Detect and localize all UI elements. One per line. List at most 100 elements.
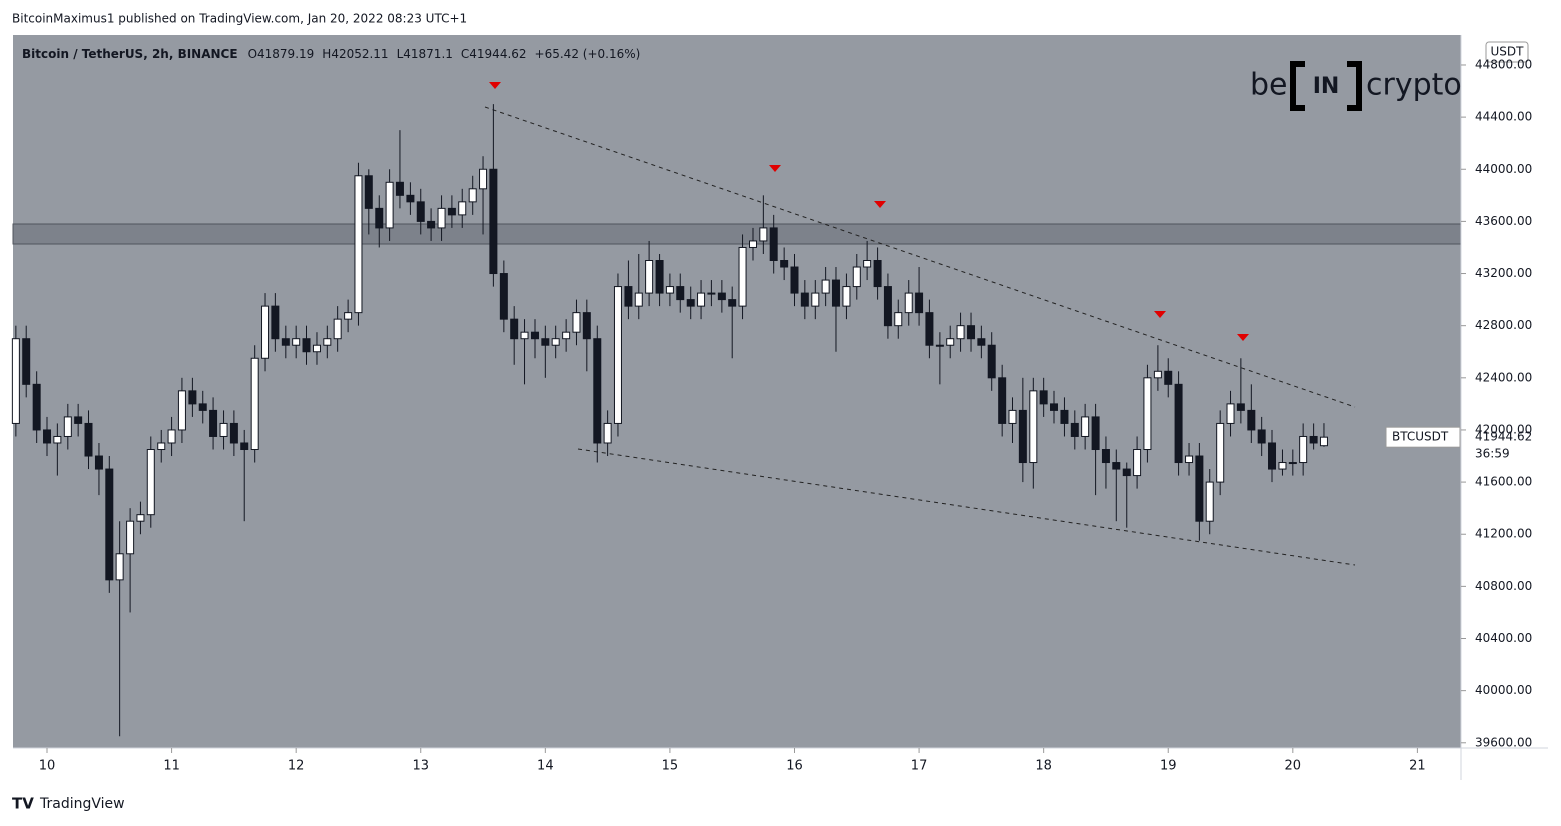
plot-area (13, 35, 1461, 748)
candle-body (198, 403, 207, 411)
x-tick-label: 10 (39, 759, 56, 774)
candle-body (11, 338, 20, 424)
candle-body (250, 357, 259, 451)
candle-body (188, 390, 197, 405)
resistance-zone (12, 223, 1462, 245)
currency-box (1485, 41, 1529, 63)
trendline (577, 448, 1356, 566)
legend-title: Bitcoin / TetherUS, 2h, BINANCE (22, 47, 238, 61)
x-tick-label: 20 (1285, 759, 1302, 774)
candle-body (572, 312, 581, 333)
candle-body (219, 422, 228, 437)
candle-body (624, 286, 633, 307)
x-tick-label: 21 (1409, 759, 1426, 774)
candle-body (935, 344, 944, 347)
candle-body (780, 260, 789, 268)
candle-body (271, 305, 280, 340)
y-tick-label: 41200.00 (1475, 527, 1532, 541)
candle-body (593, 338, 602, 444)
ohlc-value: 41871.1 (403, 47, 453, 61)
logo: be IN crypto (1250, 58, 1462, 114)
candle-body (551, 338, 560, 346)
y-tick-label: 42000.00 (1475, 422, 1532, 436)
candle-body (1039, 390, 1048, 405)
candle-body (1185, 455, 1194, 464)
legend: Bitcoin / TetherUS, 2h, BINANCE O41879.19… (22, 47, 640, 61)
candle-body (894, 312, 903, 327)
candle-body (479, 168, 488, 190)
candles (11, 104, 1328, 737)
candle-body (1299, 435, 1308, 464)
markers (489, 82, 1249, 341)
candle-body (416, 201, 425, 222)
y-tick-label: 42400.00 (1475, 370, 1532, 384)
candle-body (136, 514, 145, 522)
candle-body (1008, 409, 1017, 424)
candle-body (904, 292, 913, 314)
candle-body (1195, 455, 1204, 522)
x-tick-label: 18 (1035, 759, 1052, 774)
price-box (1462, 427, 1546, 462)
symbol: BTCUSDT (1392, 430, 1449, 444)
candle-body (686, 299, 695, 307)
last-price: 41944.62 (1475, 430, 1532, 444)
candle-body (1288, 462, 1297, 465)
candle-body (873, 260, 882, 288)
candle-body (1101, 449, 1110, 464)
candle-body (32, 383, 41, 431)
candle-body (333, 318, 342, 340)
marker (769, 165, 781, 172)
candle-body (790, 266, 799, 294)
marker (1154, 311, 1166, 318)
ohlc-label: C (461, 47, 469, 61)
candle-body (240, 442, 249, 451)
candle-body (105, 468, 114, 581)
candle-body (655, 260, 664, 294)
x-tick-label: 19 (1160, 759, 1177, 774)
candle-body (312, 344, 321, 353)
candle-body (375, 207, 384, 229)
candle-body (1070, 422, 1079, 437)
candle-body (1060, 409, 1069, 424)
trendline (484, 106, 1356, 408)
candle-body (800, 292, 809, 307)
candle-body (292, 338, 301, 346)
y-tick-label: 40800.00 (1475, 579, 1532, 593)
candle-body (94, 455, 103, 470)
candle-body (1319, 436, 1328, 447)
candle-body (344, 312, 353, 320)
candle-body (302, 338, 311, 353)
candle-body (520, 331, 529, 340)
y-tick-label: 44400.00 (1475, 110, 1532, 124)
candle-body (468, 188, 477, 203)
candle-body (717, 292, 726, 301)
logo-gap (1305, 58, 1347, 114)
y-tick-label: 41600.00 (1475, 475, 1532, 489)
candle-body (977, 338, 986, 346)
candle-body (447, 207, 456, 216)
candle-body (499, 273, 508, 320)
x-tick-label: 11 (163, 759, 180, 774)
candle-body (697, 292, 706, 307)
candle-body (458, 201, 467, 216)
candle-body (229, 422, 238, 444)
footer-logo: TV (12, 795, 34, 813)
candle-body (665, 286, 674, 294)
candle-body (676, 286, 685, 301)
logo-text: IN (1313, 74, 1340, 99)
candle-body (1164, 370, 1173, 385)
candle-body (1112, 462, 1121, 470)
y-tick-label: 40400.00 (1475, 631, 1532, 645)
candle-body (759, 227, 768, 242)
candle-body (427, 220, 436, 229)
candle-body (1247, 409, 1256, 431)
candle-body (1122, 468, 1131, 477)
x-tick-label: 13 (412, 759, 429, 774)
candle-body (1153, 370, 1162, 379)
candle-body (998, 377, 1007, 424)
candle-body (146, 449, 155, 516)
candle-body (811, 292, 820, 307)
candle-body (1018, 409, 1027, 464)
candle-body (1091, 416, 1100, 451)
